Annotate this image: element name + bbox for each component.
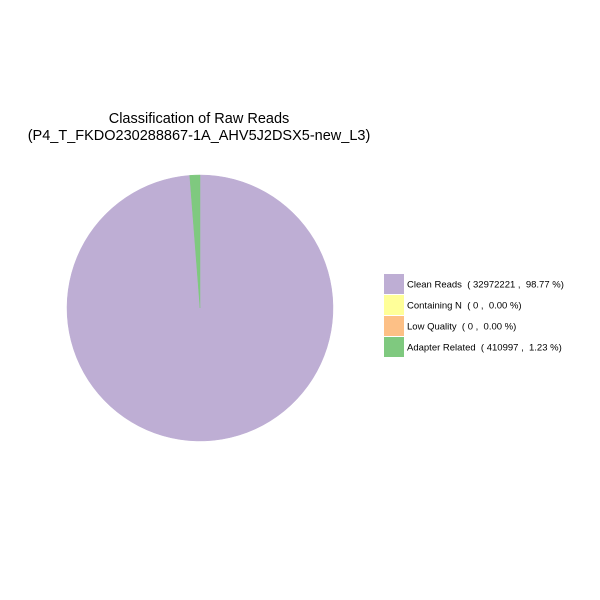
legend-label-low-quality: Low Quality ( 0 , 0.00 %) — [407, 322, 516, 333]
legend-swatch-low-quality — [384, 316, 404, 336]
pie-slices — [66, 174, 334, 442]
chart-subtitle: (P4_T_FKDO230288867-1A_AHV5J2DSX5-new_L3… — [28, 128, 371, 144]
legend-swatch-clean-reads — [384, 274, 404, 294]
legend-label-clean-reads: Clean Reads ( 32972221 , 98.77 %) — [407, 280, 564, 291]
legend: Clean Reads ( 32972221 , 98.77 %) Contain… — [384, 274, 564, 357]
legend-label-containing-n: Containing N ( 0 , 0.00 %) — [407, 301, 522, 312]
legend-swatch-adapter-related — [384, 337, 404, 357]
legend-swatch-containing-n — [384, 295, 404, 315]
chart-title: Classification of Raw Reads — [109, 111, 290, 127]
pie-slice-adapter-related — [189, 174, 201, 309]
legend-label-adapter-related: Adapter Related ( 410997 , 1.23 %) — [407, 343, 562, 354]
